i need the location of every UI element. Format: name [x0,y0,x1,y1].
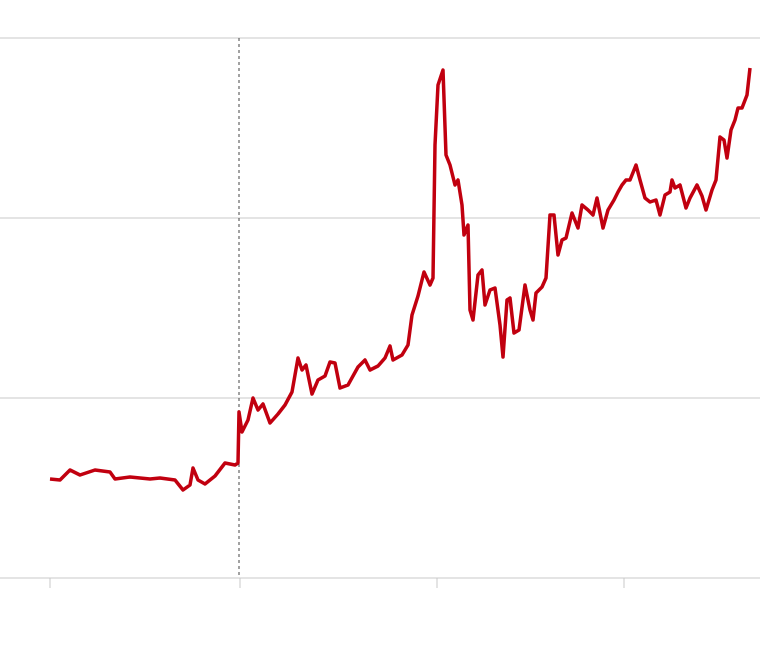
line-series [49,67,752,492]
